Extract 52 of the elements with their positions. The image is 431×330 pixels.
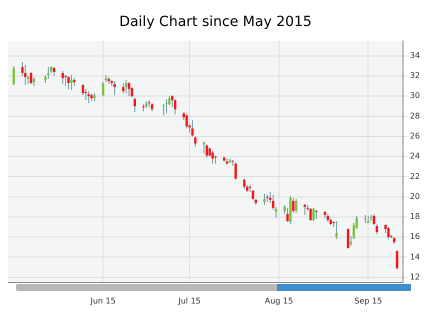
candlestick: [87, 90, 90, 104]
candlestick: [194, 136, 197, 147]
candlestick: [174, 98, 176, 115]
candlestick: [82, 84, 84, 96]
candlestick: [64, 74, 67, 87]
y-tick-label: 24: [410, 152, 420, 161]
y-tick-label: 34: [410, 50, 420, 60]
candlestick: [142, 104, 145, 112]
chart-title: Daily Chart since May 2015: [119, 14, 312, 30]
candlestick: [243, 178, 246, 190]
candlestick: [52, 66, 56, 77]
candlestick: [134, 96, 136, 113]
candlestick: [84, 88, 88, 101]
candlestick: [113, 80, 116, 96]
y-tick-label: 28: [410, 111, 420, 120]
candlestick: [102, 82, 104, 97]
candlestick: [346, 228, 350, 249]
candlestick: [122, 82, 124, 94]
candlestick: [12, 65, 15, 86]
y-tick-label: 20: [410, 192, 420, 201]
candlestick: [387, 226, 390, 240]
x-tick-label: Sep 15: [354, 296, 382, 306]
candlestick: [62, 70, 64, 85]
candlestick: [211, 150, 214, 164]
y-tick-label: 14: [410, 252, 420, 262]
y-tick-label: 18: [410, 212, 420, 222]
candlestick: [304, 203, 306, 216]
candlestick: [376, 224, 378, 235]
candlestick: [47, 66, 50, 80]
y-tick-label: 22: [410, 172, 420, 181]
candlestick: [32, 76, 36, 87]
candlestick: [191, 120, 194, 137]
candlestick: [234, 162, 237, 180]
candlestick: [292, 197, 295, 214]
x-tick-label: Aug 15: [264, 296, 294, 306]
candlestick: [309, 207, 312, 222]
candlestick: [124, 80, 128, 94]
y-tick-label: 26: [410, 132, 420, 141]
candlestick: [185, 114, 188, 129]
candlestick: [294, 198, 298, 214]
candlestick: [315, 209, 318, 220]
y-tick-label: 32: [410, 71, 420, 80]
candlestick: [396, 250, 398, 270]
y-tick-label: 30: [410, 91, 420, 100]
candlestick: [70, 74, 73, 91]
candlestick: [206, 144, 208, 158]
y-tick-label: 12: [410, 272, 420, 282]
x-tick-label: Jun 15: [89, 296, 116, 306]
candlestick: [24, 64, 26, 86]
x-tick-label: Jul 15: [177, 296, 201, 306]
y-tick-label: 16: [410, 232, 420, 242]
candlestick: [30, 72, 32, 85]
